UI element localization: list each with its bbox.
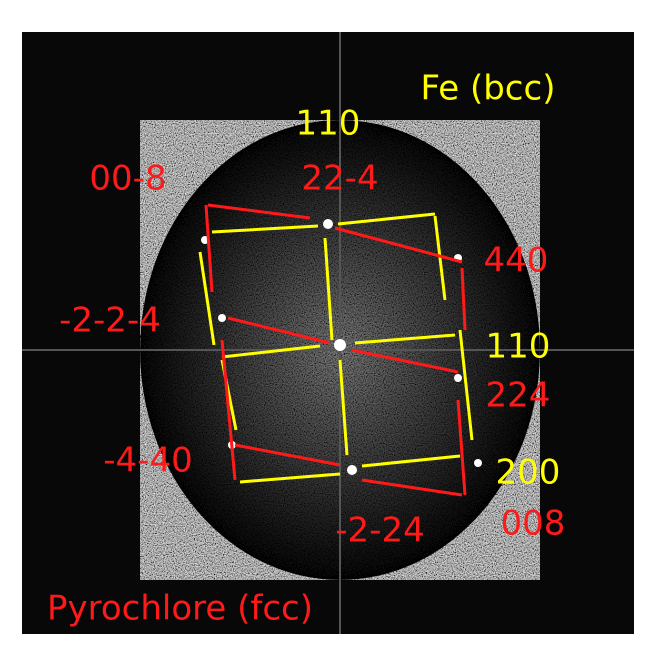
spot-index: 224: [486, 376, 551, 416]
spot: [218, 314, 226, 322]
lattice-line: [460, 267, 467, 331]
spot-index: 22-4: [301, 159, 378, 199]
lattice-line: [234, 443, 341, 467]
spot-index: -2-2-4: [59, 301, 161, 341]
lattice-line: [354, 333, 456, 345]
lattice-line: [207, 203, 311, 220]
lattice-line: [198, 251, 216, 346]
lattice-line: [337, 212, 436, 226]
spot-index: 200: [496, 453, 561, 493]
spot-index: -4-40: [103, 441, 192, 481]
lattice-line: [351, 348, 459, 374]
bcc-lattice: [198, 212, 474, 484]
spot-index: 110: [296, 104, 361, 144]
spot: [334, 339, 346, 351]
phase-label: Fe (bcc): [421, 69, 556, 109]
lattice-line: [211, 224, 319, 234]
spot: [474, 459, 482, 467]
lattice-line: [361, 478, 463, 497]
lattice-line: [458, 329, 474, 441]
spot: [347, 465, 357, 475]
spot: [454, 374, 462, 382]
lattice-line: [204, 204, 214, 293]
lattice-line: [433, 215, 447, 301]
phase-label: Pyrochlore (fcc): [47, 589, 313, 629]
spot-index: -2-24: [335, 511, 424, 551]
lattice-line: [361, 454, 461, 468]
lattice-line: [220, 339, 237, 481]
lattice-line: [239, 472, 341, 484]
lattice-line: [221, 344, 321, 359]
spot-index: 110: [486, 327, 551, 367]
spot: [323, 219, 333, 229]
lattice-line: [323, 237, 334, 341]
spot-index: 008: [501, 504, 566, 544]
lattice-line: [338, 359, 349, 456]
spot-index: 00-8: [89, 159, 166, 199]
lattice-line: [227, 316, 331, 345]
spot-index: 440: [484, 241, 549, 281]
lattice-line: [456, 399, 467, 496]
lattice-line: [334, 226, 463, 264]
fcc-lattice: [204, 203, 467, 497]
